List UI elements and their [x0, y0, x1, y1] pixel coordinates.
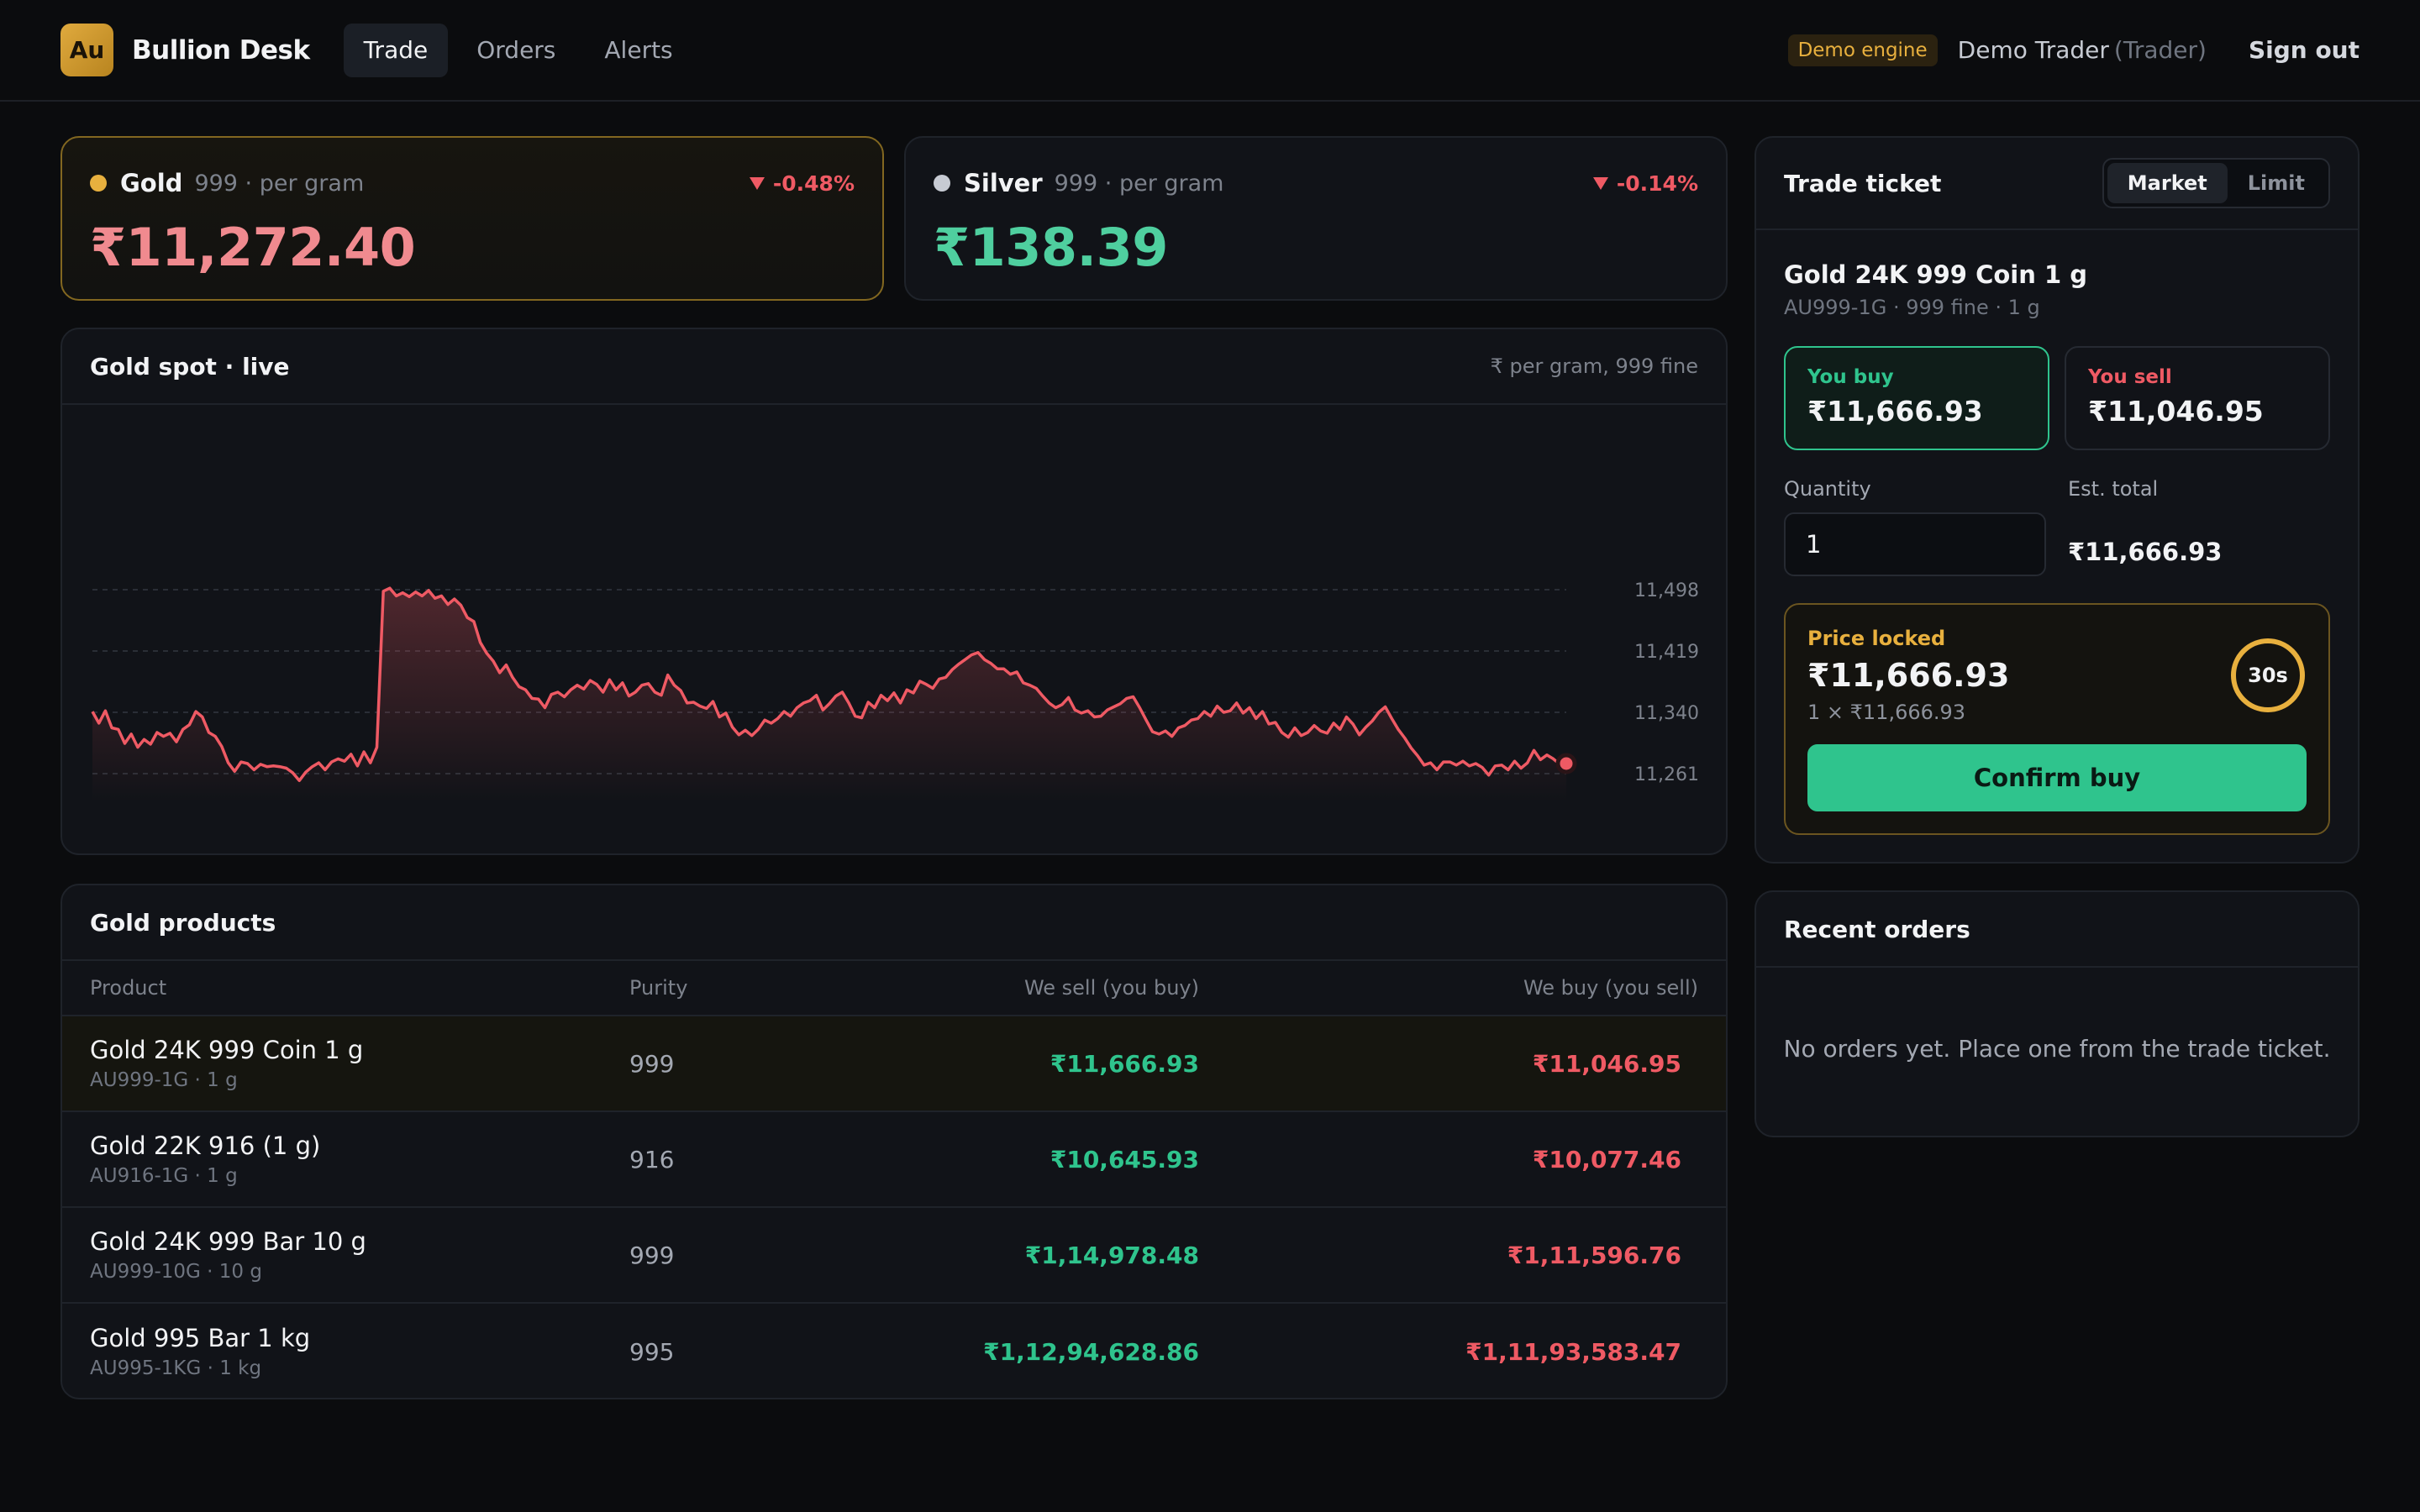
- gold-spot-card[interactable]: Gold 999 · per gram -0.48% ₹11,272.40: [60, 136, 884, 301]
- user-name: Demo Trader: [1957, 36, 2109, 64]
- chart-title: Gold spot · live: [90, 352, 290, 381]
- gold-change-value: -0.48%: [772, 171, 855, 196]
- silver-price: ₹138.39: [934, 217, 1168, 278]
- est-total-label: Est. total: [2068, 477, 2159, 501]
- silver-dot-icon: [934, 175, 950, 192]
- gold-spot-chart-card: Gold spot · live ₹ per gram, 999 fine 11…: [60, 328, 1728, 855]
- product-purity: 999: [629, 1049, 675, 1078]
- price-area: [92, 588, 1566, 801]
- top-bar: Au Bullion Desk Trade Orders Alerts Demo…: [0, 0, 2420, 102]
- price-lock-panel: Price locked ₹11,666.93 1 × ₹11,666.93 3…: [1784, 603, 2330, 835]
- chart-unit-note: ₹ per gram, 999 fine: [1490, 354, 1698, 378]
- down-triangle-icon: [1592, 176, 1608, 190]
- silver-change: -0.14%: [1592, 171, 1698, 196]
- col-header-product: Product: [90, 976, 167, 1000]
- tab-market[interactable]: Market: [2107, 163, 2228, 203]
- silver-unit: 999 · per gram: [1054, 170, 1224, 197]
- logo: Au: [60, 24, 113, 76]
- sign-out-button[interactable]: Sign out: [2248, 36, 2360, 64]
- products-title: Gold products: [90, 908, 276, 937]
- we-buy-price: ₹11,046.95: [1532, 1049, 1681, 1078]
- recent-orders: Recent orders No orders yet. Place one f…: [1754, 890, 2360, 1137]
- product-purity: 995: [629, 1337, 675, 1366]
- product-sku: AU999-1G · 1 g: [90, 1069, 238, 1091]
- recent-orders-title: Recent orders: [1784, 915, 1970, 943]
- table-row[interactable]: Gold 22K 916 (1 g) AU916-1G · 1 g 916 ₹10…: [62, 1112, 1726, 1208]
- product-purity: 999: [629, 1241, 675, 1269]
- nav-orders[interactable]: Orders: [476, 36, 556, 64]
- brand-name: Bullion Desk: [132, 34, 310, 66]
- product-sku: AU995-1KG · 1 kg: [90, 1357, 262, 1379]
- locked-price-breakdown: 1 × ₹11,666.93: [1807, 701, 1966, 724]
- product-purity: 916: [629, 1145, 675, 1173]
- we-sell-price: ₹10,645.93: [1050, 1145, 1199, 1173]
- quantity-input[interactable]: [1784, 512, 2046, 576]
- tab-limit[interactable]: Limit: [2247, 171, 2305, 195]
- table-header: Product Purity We sell (you buy) We buy …: [62, 961, 1726, 1016]
- you-buy-option[interactable]: You buy ₹11,666.93: [1784, 346, 2049, 450]
- product-sku: AU999-10G · 10 g: [90, 1261, 262, 1283]
- user-info: Demo Trader (Trader): [1958, 36, 2207, 64]
- gold-change: -0.48%: [749, 171, 855, 196]
- confirm-buy-button[interactable]: Confirm buy: [1807, 744, 2307, 811]
- you-buy-label: You buy: [1807, 366, 1894, 388]
- we-buy-price: ₹1,11,93,583.47: [1465, 1337, 1681, 1366]
- we-sell-price: ₹1,14,978.48: [1024, 1241, 1199, 1269]
- gold-unit: 999 · per gram: [194, 170, 365, 197]
- trade-ticket: Trade ticket Market Limit Gold 24K 999 C…: [1754, 136, 2360, 864]
- y-tick-label: 11,419: [1634, 642, 1699, 663]
- down-triangle-icon: [749, 176, 765, 190]
- y-tick-label: 11,261: [1634, 764, 1699, 785]
- we-sell-price: ₹11,666.93: [1050, 1049, 1199, 1078]
- product-name: Gold 24K 999 Bar 10 g: [90, 1227, 366, 1256]
- price-line: [91, 586, 1567, 783]
- you-buy-price: ₹11,666.93: [1807, 395, 1983, 428]
- gold-products-table: Gold products Product Purity We sell (yo…: [60, 884, 1728, 1399]
- silver-change-value: -0.14%: [1616, 171, 1698, 196]
- order-type-toggle: Market Limit: [2102, 158, 2330, 208]
- product-name: Gold 24K 999 Coin 1 g: [90, 1036, 364, 1064]
- silver-label: Silver: [964, 169, 1043, 197]
- we-buy-price: ₹1,11,596.76: [1507, 1241, 1681, 1269]
- you-sell-price: ₹11,046.95: [2088, 395, 2264, 428]
- nav-alerts[interactable]: Alerts: [604, 36, 673, 64]
- price-chart[interactable]: 11,498 11,419 11,340 11,261: [62, 407, 1726, 855]
- quantity-label: Quantity: [1784, 477, 1871, 501]
- gold-dot-icon: [90, 175, 107, 192]
- col-header-purity: Purity: [629, 976, 688, 1000]
- silver-spot-card[interactable]: Silver 999 · per gram -0.14% ₹138.39: [904, 136, 1728, 301]
- orders-empty-state: No orders yet. Place one from the trade …: [1783, 1035, 2331, 1063]
- last-price-dot: [1555, 753, 1577, 774]
- locked-price: ₹11,666.93: [1807, 657, 2010, 694]
- product-name: Gold 22K 916 (1 g): [90, 1131, 321, 1160]
- gold-price: ₹11,272.40: [90, 217, 416, 278]
- table-row[interactable]: Gold 24K 999 Bar 10 g AU999-10G · 10 g 99…: [62, 1208, 1726, 1304]
- table-row[interactable]: Gold 995 Bar 1 kg AU995-1KG · 1 kg 995 ₹1…: [62, 1304, 1726, 1398]
- col-header-we-sell: We sell (you buy): [1023, 976, 1199, 1000]
- lock-timer: 30s: [2231, 638, 2305, 712]
- product-sku: AU916-1G · 1 g: [90, 1165, 238, 1187]
- we-buy-price: ₹10,077.46: [1532, 1145, 1681, 1173]
- y-tick-label: 11,498: [1634, 580, 1699, 601]
- table-row[interactable]: Gold 24K 999 Coin 1 g AU999-1G · 1 g 999 …: [62, 1016, 1726, 1112]
- you-sell-label: You sell: [2088, 366, 2172, 388]
- est-total-value: ₹11,666.93: [2068, 538, 2223, 566]
- user-role: (Trader): [2113, 36, 2207, 64]
- header-right: Demo engine Demo Trader (Trader) Sign out: [1787, 34, 2360, 66]
- nav-trade[interactable]: Trade: [343, 23, 449, 77]
- ticket-product-sku: AU999-1G · 999 fine · 1 g: [1784, 296, 2040, 319]
- gold-label: Gold: [120, 169, 183, 197]
- main-nav: Trade Orders Alerts: [343, 23, 693, 77]
- we-sell-price: ₹1,12,94,628.86: [983, 1337, 1199, 1366]
- y-tick-label: 11,340: [1634, 703, 1699, 724]
- demo-engine-badge: Demo engine: [1787, 34, 1938, 66]
- product-name: Gold 995 Bar 1 kg: [90, 1324, 311, 1352]
- col-header-we-buy: We buy (you sell): [1523, 976, 1698, 1000]
- you-sell-option[interactable]: You sell ₹11,046.95: [2065, 346, 2330, 450]
- price-locked-label: Price locked: [1807, 627, 1946, 650]
- ticket-product-name: Gold 24K 999 Coin 1 g: [1784, 260, 2087, 289]
- ticket-title: Trade ticket: [1784, 169, 1942, 197]
